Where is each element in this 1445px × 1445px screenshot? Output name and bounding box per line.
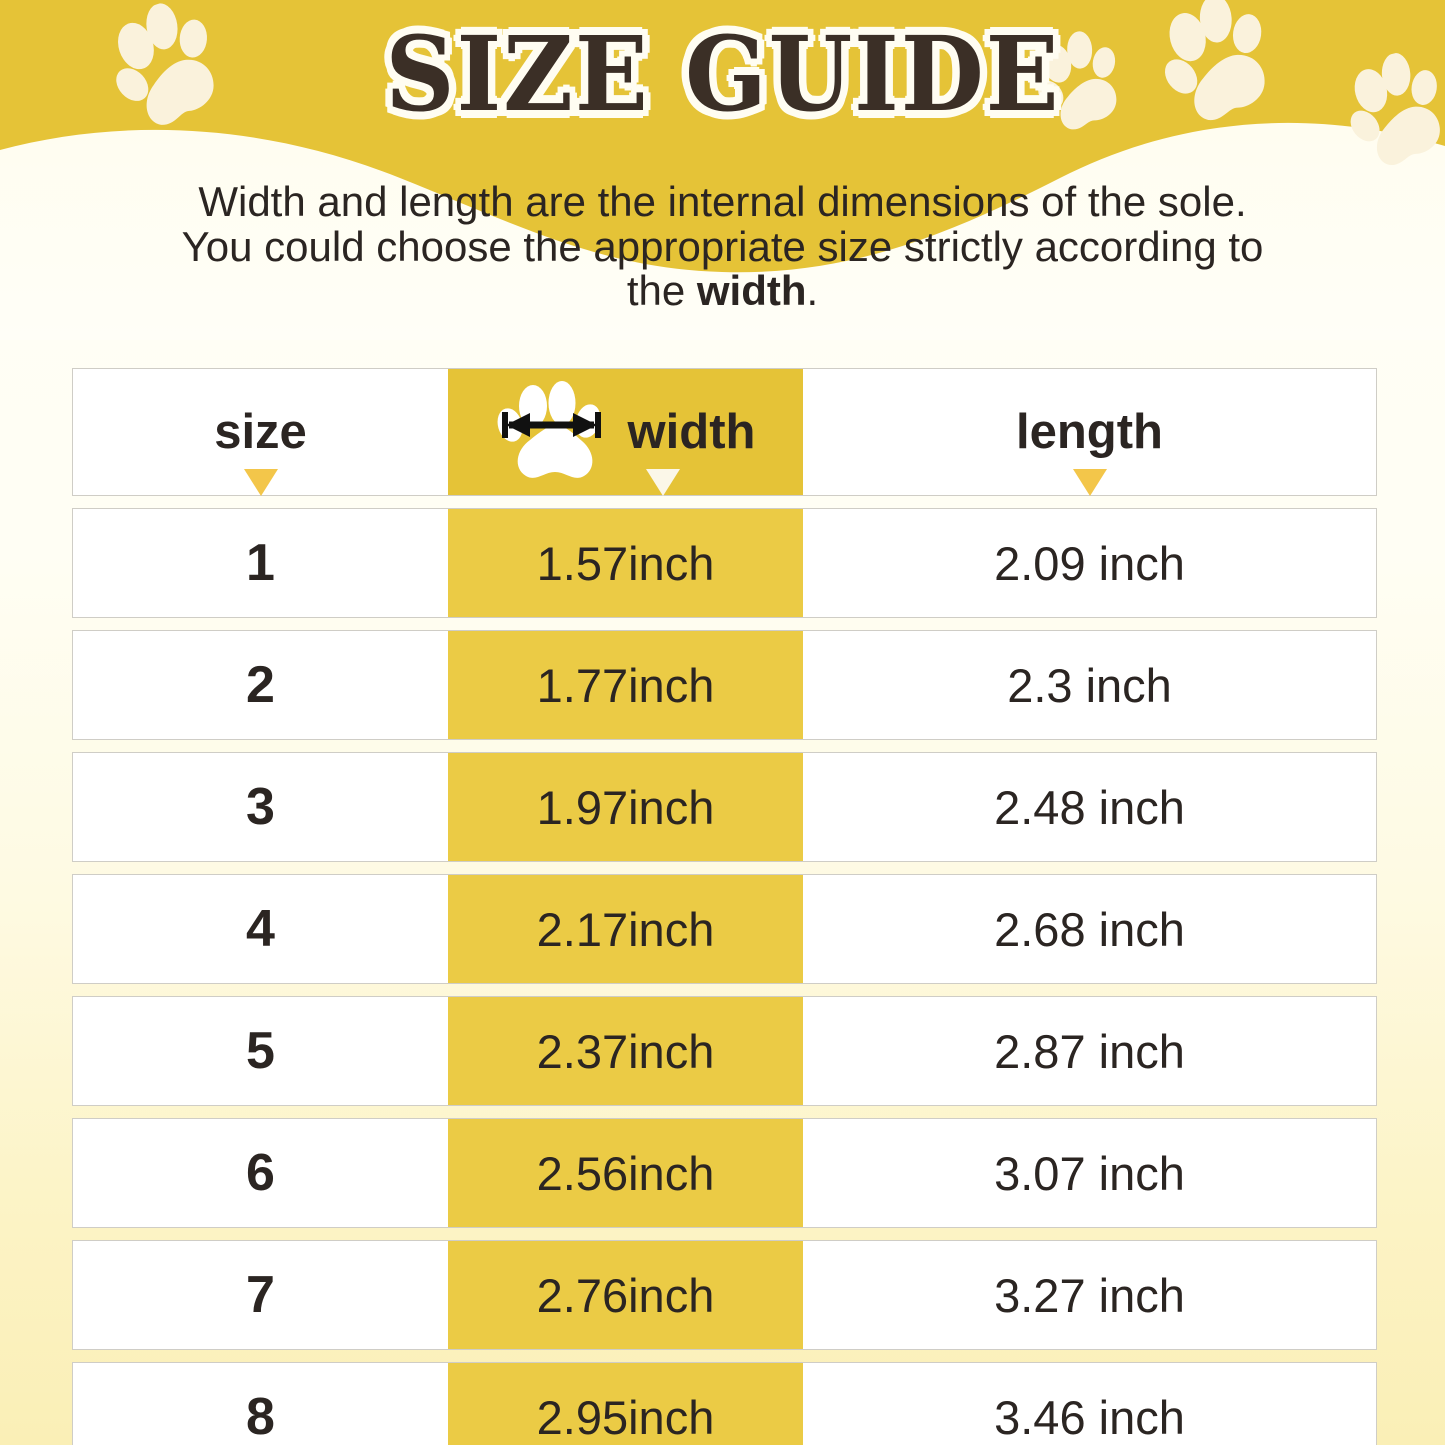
page-subtitle: Width and length are the internal dimens… [0,178,1445,315]
column-header-width: width [448,369,803,496]
cell-size-value: 1 [246,534,275,592]
cell-width-value: 1.97inch [536,780,715,834]
paw-print-top-left [91,0,245,147]
cell-width-value: 1.57inch [536,536,715,590]
subtitle-text-part2: . [806,267,819,315]
cell-size: 5 [73,997,448,1105]
cell-length: 3.27 inch [803,1241,1376,1349]
cell-width: 2.17inch [448,875,803,983]
cell-width-value: 2.56inch [536,1146,715,1200]
table-row: 6 2.56inch 3.07 inch [72,1118,1377,1228]
cell-width-value: 2.76inch [536,1268,715,1322]
cell-width: 1.77inch [448,631,803,739]
cell-width-value: 1.77inch [536,658,715,712]
column-header-length-label: length [1016,405,1163,459]
paw-print-top-center-left [1023,23,1139,145]
cell-size: 3 [73,753,448,861]
cell-size: 6 [73,1119,448,1227]
column-header-length: length [803,369,1376,496]
cell-length: 3.07 inch [803,1119,1376,1227]
cell-size-value: 5 [246,1022,275,1080]
cell-width: 2.56inch [448,1119,803,1227]
paw-print-top-center [1144,0,1294,141]
cell-width: 1.97inch [448,753,803,861]
column-header-width-label: width [627,405,756,459]
cell-length: 2.3 inch [803,631,1376,739]
cell-length-value: 3.46 inch [994,1390,1185,1444]
cell-length-value: 3.27 inch [994,1268,1185,1322]
cell-size: 7 [73,1241,448,1349]
table-row: 2 1.77inch 2.3 inch [72,630,1377,740]
triangle-down-icon-length [1072,469,1107,496]
size-table: size [72,368,1377,1445]
column-header-size: size [73,369,448,496]
cell-width: 2.76inch [448,1241,803,1349]
cell-length: 3.46 inch [803,1363,1376,1445]
cell-length-value: 2.48 inch [994,780,1185,834]
cell-size: 2 [73,631,448,739]
table-row: 8 2.95inch 3.46 inch [72,1362,1377,1445]
cell-length: 2.48 inch [803,753,1376,861]
column-header-size-label: size [214,405,307,459]
cell-size-value: 6 [246,1144,275,1202]
cell-size-value: 8 [246,1388,275,1445]
table-row: 7 2.76inch 3.27 inch [72,1240,1377,1350]
cell-size-value: 2 [246,656,275,714]
cell-length-value: 2.3 inch [1007,658,1172,712]
cell-length: 2.68 inch [803,875,1376,983]
table-row: 3 1.97inch 2.48 inch [72,752,1377,862]
triangle-down-icon-width [645,469,680,496]
paw-width-measure-icon [496,380,614,484]
table-row: 1 1.57inch 2.09 inch [72,508,1377,618]
table-row: 5 2.37inch 2.87 inch [72,996,1377,1106]
table-header-row: size [72,368,1377,496]
table-row: 4 2.17inch 2.68 inch [72,874,1377,984]
cell-length-value: 2.09 inch [994,536,1185,590]
cell-width-value: 2.37inch [536,1024,715,1078]
cell-size: 8 [73,1363,448,1445]
cell-size-value: 3 [246,778,275,836]
cell-size-value: 7 [246,1266,275,1324]
cell-size: 4 [73,875,448,983]
cell-length: 2.87 inch [803,997,1376,1105]
cell-length-value: 3.07 inch [994,1146,1185,1200]
cell-width: 2.95inch [448,1363,803,1445]
cell-width-value: 2.17inch [536,902,715,956]
triangle-down-icon-size [243,469,278,496]
header-banner [0,0,1445,340]
cell-length-value: 2.87 inch [994,1024,1185,1078]
subtitle-emphasis-width: width [696,267,807,315]
cell-size-value: 4 [246,900,275,958]
cell-size: 1 [73,509,448,617]
paw-print-top-right [1331,42,1445,183]
cell-width: 1.57inch [448,509,803,617]
cell-length-value: 2.68 inch [994,902,1185,956]
cell-width-value: 2.95inch [536,1390,715,1444]
cell-width: 2.37inch [448,997,803,1105]
subtitle-text-part1: Width and length are the internal dimens… [181,178,1264,315]
cell-length: 2.09 inch [803,509,1376,617]
